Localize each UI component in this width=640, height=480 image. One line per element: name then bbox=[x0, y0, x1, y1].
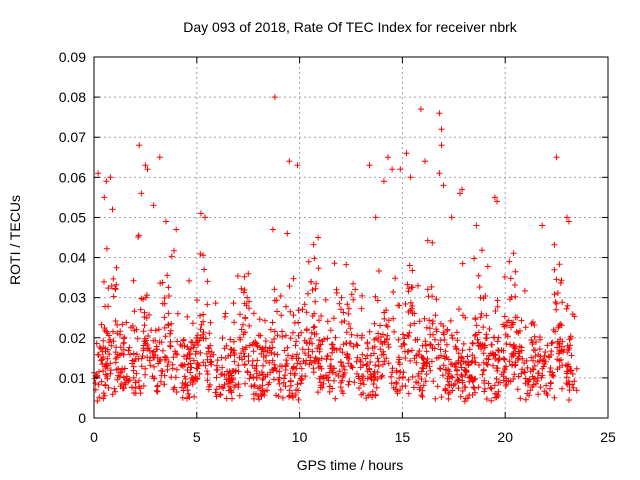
x-tick-label: 15 bbox=[395, 429, 411, 445]
x-tick-label: 0 bbox=[90, 429, 98, 445]
y-tick-label: 0.03 bbox=[59, 290, 86, 306]
x-tick-label: 5 bbox=[193, 429, 201, 445]
y-tick-label: 0.07 bbox=[59, 129, 86, 145]
y-tick-label: 0.04 bbox=[59, 250, 86, 266]
y-tick-label: 0.02 bbox=[59, 330, 86, 346]
data-points bbox=[91, 94, 580, 405]
y-tick-label: 0 bbox=[78, 410, 86, 426]
plot-frame bbox=[93, 56, 609, 419]
y-tick-label: 0.05 bbox=[59, 209, 86, 225]
y-tick-label: 0.08 bbox=[59, 89, 86, 105]
axis-ticks: 0 5 10 15 20 25 0 0.01 0.02 0.03 0.04 0.05 0.06 0.07 0… bbox=[59, 49, 616, 445]
y-axis-title: ROTI / TECUs bbox=[7, 195, 23, 285]
grid-lines bbox=[94, 57, 608, 418]
scatter-points-path bbox=[91, 94, 580, 405]
y-tick-label: 0.09 bbox=[59, 49, 86, 65]
x-tick-label: 10 bbox=[292, 429, 308, 445]
x-tick-label: 20 bbox=[497, 429, 513, 445]
x-tick-label: 25 bbox=[600, 429, 616, 445]
x-axis-title: GPS time / hours bbox=[297, 457, 404, 473]
chart-title: Day 093 of 2018, Rate Of TEC Index for r… bbox=[183, 19, 518, 35]
y-tick-label: 0.01 bbox=[59, 370, 86, 386]
y-tick-label: 0.06 bbox=[59, 169, 86, 185]
